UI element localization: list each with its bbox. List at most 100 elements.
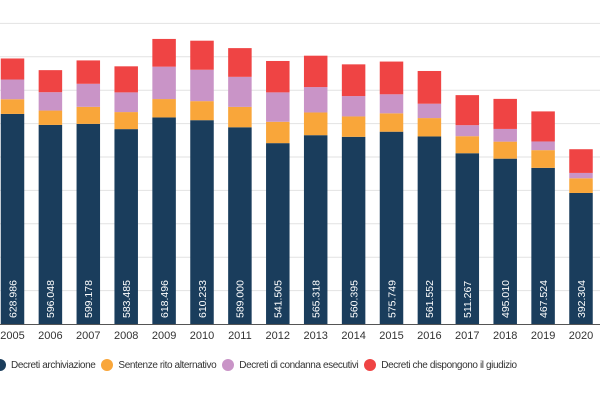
legend-swatch <box>101 359 114 371</box>
x-tick-label: 2010 <box>190 330 214 342</box>
bar-data-label: 495.010 <box>500 280 512 318</box>
bar-segment <box>228 127 252 324</box>
x-axis-ticks: 2005 2006 2007 2008 2009 2010 2011 2012 2013 2014… <box>0 330 593 342</box>
bar-segment <box>38 124 63 324</box>
bar-segment <box>76 106 101 124</box>
bar-segment <box>531 150 555 168</box>
bar-segment <box>266 92 290 122</box>
bar-segment <box>417 103 442 119</box>
bar-segment <box>379 61 404 95</box>
x-tick-label: 2006 <box>38 330 62 342</box>
legend-swatch <box>364 359 377 371</box>
bar-data-label: 618.496 <box>159 280 171 318</box>
bar-segment <box>266 143 290 324</box>
x-tick-label: 2017 <box>455 330 479 342</box>
bar-segment <box>417 70 442 104</box>
bar-segment <box>379 94 404 114</box>
bar-segment <box>379 113 404 132</box>
bar-segment <box>0 113 25 325</box>
bar-data-label: 583.485 <box>121 280 133 318</box>
legend-swatch <box>222 359 235 371</box>
bar-segment <box>76 60 101 84</box>
bar-segment <box>228 106 252 128</box>
bar-segment <box>152 99 176 118</box>
bar-segment <box>569 149 593 173</box>
bar-segment <box>190 69 214 102</box>
legend-swatch <box>0 359 6 371</box>
bar-data-label: 561.552 <box>424 280 436 318</box>
bar-segment <box>152 66 176 100</box>
bar-data-label: 467.524 <box>538 280 550 318</box>
bar-segment <box>114 92 138 113</box>
x-tick-label: 2016 <box>417 330 441 342</box>
bar-segment <box>76 83 101 107</box>
x-tick-label: 2015 <box>379 330 403 342</box>
legend-item: Decreti che dispongono il giudizio <box>364 359 517 371</box>
bar-segment <box>531 111 555 142</box>
bar-segment <box>341 116 366 137</box>
bar-segment <box>303 55 328 88</box>
x-tick-label: 2012 <box>266 330 290 342</box>
bar-data-label: 589.000 <box>235 280 247 318</box>
bar-segment <box>417 118 442 137</box>
bar-data-label: 511.267 <box>462 281 474 318</box>
bar-segment <box>341 64 366 97</box>
bars <box>0 38 593 325</box>
x-tick-label: 2009 <box>152 330 176 342</box>
x-tick-label: 2014 <box>341 330 365 342</box>
bar-segment <box>493 98 517 129</box>
bar-segment <box>341 136 366 324</box>
bar-segment <box>114 129 138 324</box>
x-tick-label: 2019 <box>531 330 555 342</box>
bar-data-label: 392.304 <box>576 280 588 318</box>
legend-item: Decreti archiviazione <box>0 359 96 371</box>
x-tick-label: 2018 <box>493 330 517 342</box>
bar-segment <box>569 192 593 324</box>
x-tick-label: 2008 <box>114 330 138 342</box>
bar-labels: 628.986 596.048 599.178 583.485 618.496 610.2… <box>7 280 588 318</box>
bar-segment <box>341 96 366 117</box>
bar-segment <box>266 121 290 144</box>
bar-segment <box>152 38 176 67</box>
legend-label: Decreti archiviazione <box>11 359 96 371</box>
legend: Decreti archiviazione Sentenze rito alte… <box>0 359 600 371</box>
x-tick-label: 2011 <box>228 330 252 342</box>
bar-segment <box>455 136 480 154</box>
bar-segment <box>152 117 176 324</box>
bar-segment <box>303 112 328 136</box>
bar-segment <box>0 79 25 100</box>
legend-label: Sentenze rito alternativo <box>118 359 217 371</box>
x-tick-label: 2005 <box>0 330 24 342</box>
bar-segment <box>455 153 480 324</box>
bar-segment <box>76 123 101 325</box>
legend-label: Decreti di condanna esecutivi <box>239 359 359 371</box>
x-tick-label: 2007 <box>76 330 100 342</box>
bar-segment <box>38 92 63 111</box>
bar-segment <box>493 158 517 324</box>
bar-segment <box>190 101 214 121</box>
bar-segment <box>190 40 214 70</box>
bar-data-label: 541.505 <box>273 280 285 318</box>
bar-segment <box>569 172 593 179</box>
bar-data-label: 628.986 <box>7 280 19 318</box>
bar-data-label: 596.048 <box>45 280 57 318</box>
bar-segment <box>38 110 63 125</box>
bar-segment <box>455 125 480 137</box>
bar-segment <box>190 120 214 324</box>
legend-label: Decreti che dispongono il giudizio <box>381 359 517 371</box>
bar-segment <box>114 112 138 130</box>
bar-segment <box>228 48 252 77</box>
bar-segment <box>569 178 593 193</box>
bar-segment <box>493 141 517 159</box>
bar-segment <box>531 141 555 151</box>
bar-segment <box>0 99 25 114</box>
bar-data-label: 610.233 <box>197 280 209 318</box>
bar-data-label: 565.318 <box>311 280 323 318</box>
legend-item: Sentenze rito alternativo <box>101 359 217 371</box>
bar-segment <box>493 128 517 142</box>
bar-segment <box>531 167 555 324</box>
bar-segment <box>228 76 252 107</box>
legend-item: Decreti di condanna esecutivi <box>222 359 359 371</box>
bar-segment <box>379 131 404 324</box>
bar-segment <box>266 60 290 93</box>
